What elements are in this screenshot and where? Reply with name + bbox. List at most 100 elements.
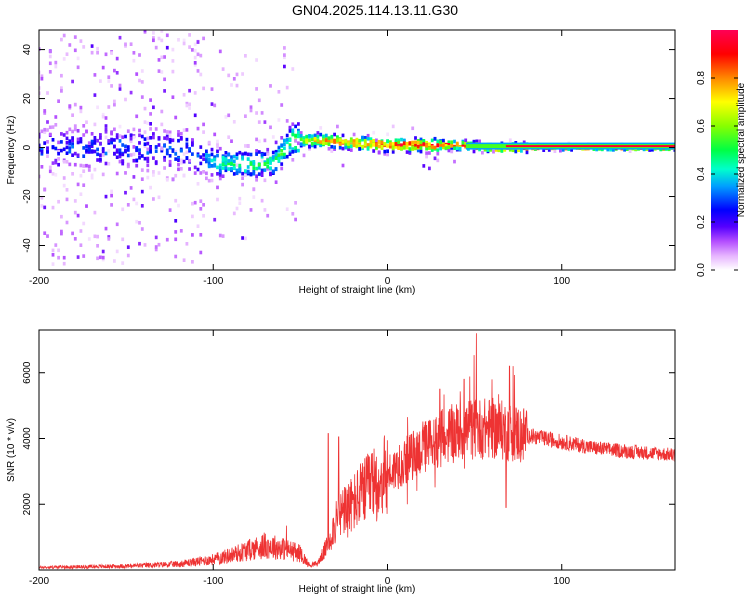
spectrogram-cell: [411, 145, 415, 150]
spectrogram-cell: [202, 170, 205, 174]
spectrogram-cell: [68, 127, 72, 132]
spectrogram-cell: [419, 149, 423, 154]
spectrogram-cell: [163, 136, 166, 140]
spectrogram-cell: [316, 135, 320, 139]
spectrogram-cell: [472, 149, 476, 154]
spectrogram-cell: [349, 148, 353, 152]
spectrogram-cell: [43, 111, 47, 115]
spectrogram-cell: [249, 105, 253, 109]
spectrogram-cell: [146, 151, 150, 155]
spectrogram-cell: [138, 78, 141, 83]
snr-x-tick-label: 100: [553, 576, 570, 587]
spectrogram-cell: [143, 142, 147, 146]
spectrogram-cell: [274, 180, 278, 184]
spectrogram-cell: [138, 128, 141, 133]
spectrogram-cell: [163, 158, 166, 162]
spectrogram-cell: [60, 73, 63, 78]
spectrogram-cell: [107, 75, 111, 79]
spectrogram-cell: [85, 129, 88, 134]
spectrogram-cell: [87, 168, 91, 172]
spectrogram-cell: [316, 131, 320, 135]
spectrogram-cell: [389, 142, 392, 146]
spectrogram-cell: [65, 136, 69, 141]
spectrogram-cell: [152, 31, 155, 35]
spectrogram-cell: [232, 159, 236, 164]
spectrogram-cell: [140, 154, 144, 158]
spectrogram-cell: [227, 113, 231, 118]
spectrogram-cell: [324, 133, 328, 138]
spectrogram-cell: [90, 175, 94, 180]
spectrogram-cell: [302, 136, 306, 140]
spectrogram-cell: [182, 152, 186, 156]
spectrogram-cell: [430, 145, 434, 149]
spectrogram-cell: [168, 130, 172, 135]
spectrogram-cell: [140, 204, 144, 208]
spectrogram-cell: [283, 142, 286, 147]
spectrogram-cell: [402, 145, 406, 150]
spectrogram-cell: [143, 137, 147, 141]
spectrogram-cell: [336, 124, 339, 129]
spectrogram-cell: [202, 203, 205, 207]
spectrogram-cell: [160, 70, 164, 74]
spectrogram-cell: [238, 201, 242, 205]
spectrogram-cell: [475, 139, 479, 144]
spectrogram-cell: [419, 140, 423, 144]
spectrogram-cell: [260, 159, 264, 163]
spectrogram-cell: [263, 162, 267, 166]
spectrogram-cell: [313, 136, 317, 141]
spectrogram-cell: [288, 152, 292, 156]
spectrogram-cell: [101, 249, 105, 254]
spectrogram-cell: [525, 150, 529, 155]
spectrogram-cell: [414, 144, 417, 148]
spectrogram-cell: [101, 257, 105, 262]
spectrogram-cell: [191, 48, 194, 52]
spectrogram-cell: [450, 147, 454, 152]
spectrogram-cell: [104, 52, 108, 57]
spectrogram-cell: [433, 137, 437, 141]
spectrogram-cell: [39, 91, 41, 95]
spectrogram-cell: [394, 138, 398, 142]
spectrogram-cell: [107, 149, 111, 153]
spectrogram-cell: [269, 84, 272, 88]
spectrogram-cell: [277, 149, 281, 153]
spectrogram-cell: [294, 201, 297, 205]
spectrogram-cell: [202, 214, 205, 218]
spectrogram-cell: [65, 220, 69, 225]
spectrogram-cell: [165, 45, 169, 50]
spectrogram-cell: [405, 141, 409, 146]
spectrogram-cell: [319, 143, 323, 148]
spectrogram-cell: [138, 221, 141, 225]
spectrogram-cell: [277, 90, 281, 94]
spectrogram-cell: [118, 152, 122, 156]
spectrogram-cell: [76, 56, 80, 61]
spectrogram-cell: [57, 140, 60, 145]
spectrogram-cell: [369, 137, 373, 141]
spectrogram-cell: [358, 143, 362, 148]
spectrogram-cell: [319, 132, 323, 137]
spectrogram-cell: [232, 154, 236, 159]
spectrogram-cell: [96, 105, 99, 110]
spectrogram-cell: [352, 141, 356, 146]
spectrogram-cell: [193, 113, 197, 118]
spectrogram-cell: [182, 93, 186, 97]
spectrogram-cell: [414, 136, 417, 140]
spectrogram-cell: [93, 234, 97, 239]
spectrogram-cell: [154, 145, 158, 149]
spectrogram-cell: [444, 146, 448, 150]
spectrogram-cell: [149, 136, 152, 140]
spectrogram-cell: [126, 129, 130, 133]
spectrogram-cell: [274, 140, 278, 145]
spectrogram-cell: [257, 150, 261, 154]
spectrogram-cell: [54, 115, 58, 119]
spectrogram-cell: [277, 158, 281, 163]
spectrogram-cell: [216, 144, 219, 149]
spectrogram-cell: [90, 139, 94, 144]
spectrogram-cell: [135, 201, 139, 206]
spectrogram-cell: [154, 127, 158, 131]
spectrogram-cell: [366, 133, 370, 138]
spectrogram-cell: [60, 140, 63, 144]
spectrogram-cell: [118, 124, 122, 129]
spectrogram-cell: [330, 134, 334, 139]
spectrogram-cell: [62, 183, 66, 188]
